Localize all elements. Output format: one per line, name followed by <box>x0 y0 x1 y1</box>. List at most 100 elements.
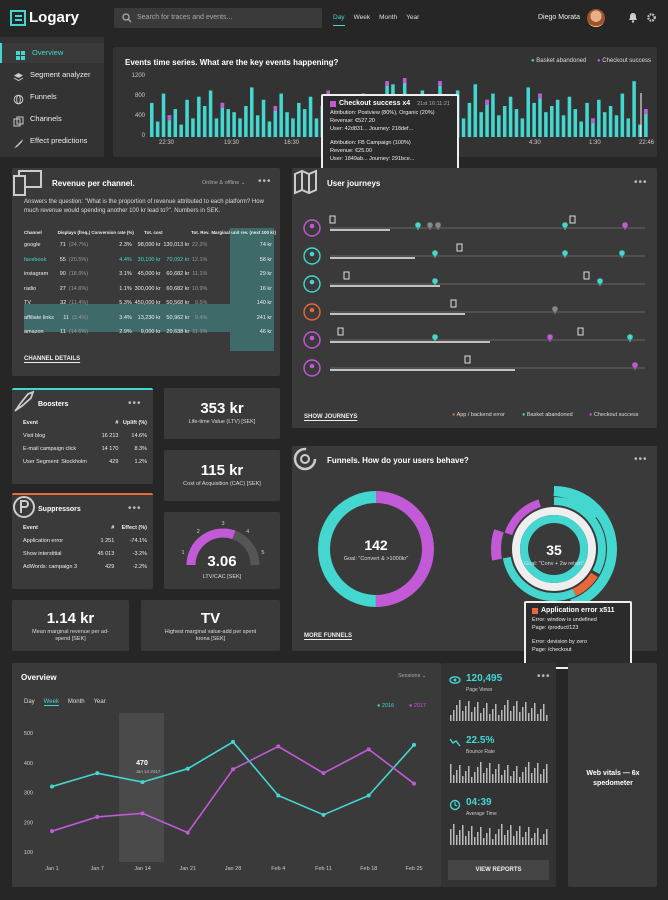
data-point[interactable] <box>366 793 371 798</box>
data-point[interactable] <box>276 744 281 749</box>
event-bar[interactable] <box>644 109 648 137</box>
funnel-right-middle[interactable] <box>502 497 606 601</box>
event-pin-icon[interactable] <box>432 278 438 284</box>
funnel-right-arc[interactable] <box>553 486 603 519</box>
event-bar[interactable] <box>238 118 242 137</box>
series-line-2017[interactable] <box>51 745 415 834</box>
event-bar[interactable] <box>485 99 489 137</box>
journeys-lanes[interactable] <box>300 208 652 383</box>
checkout-marker[interactable] <box>402 78 407 84</box>
event-bar[interactable] <box>308 96 313 137</box>
event-bar[interactable] <box>632 81 636 137</box>
data-point[interactable] <box>50 829 54 834</box>
event-pin-icon[interactable] <box>432 334 438 340</box>
sidebar-item-funnels[interactable]: Funnels <box>0 87 104 107</box>
range-tab-week[interactable]: Week <box>353 14 371 21</box>
event-bar[interactable] <box>608 106 613 137</box>
table-row[interactable]: radio 27 (14.6%) 1.1% 300,000 kr 60,682 kr 10.… <box>24 282 276 297</box>
table-row[interactable]: E-mail campaign click 14 170 8.3% <box>23 443 147 456</box>
event-bar[interactable] <box>567 96 572 137</box>
funnel-right-middle[interactable] <box>502 497 606 601</box>
event-bar[interactable] <box>273 106 278 137</box>
checkout-marker[interactable] <box>220 102 225 108</box>
avatar[interactable] <box>587 9 605 27</box>
event-bar[interactable] <box>602 112 607 137</box>
event-bar[interactable] <box>208 90 213 138</box>
event-bar[interactable] <box>214 118 219 137</box>
event-bar[interactable] <box>508 96 513 137</box>
sidebar-item-effect-predictions[interactable]: Effect predictions <box>0 131 104 151</box>
event-bar[interactable] <box>220 102 225 137</box>
event-bar[interactable] <box>173 109 178 137</box>
event-bar[interactable] <box>573 109 578 137</box>
more-icon[interactable]: ••• <box>128 398 142 409</box>
data-point[interactable] <box>231 767 235 772</box>
funnel-right-core[interactable] <box>520 515 588 583</box>
event-bar[interactable] <box>244 106 248 137</box>
event-bar[interactable] <box>314 118 319 137</box>
table-row[interactable]: amazon 11 (14.6%) 2.9% 9,000 kr 20,638 kr 11.1… <box>24 325 276 340</box>
event-bar[interactable] <box>191 118 195 137</box>
event-bar[interactable] <box>155 121 160 138</box>
event-bar[interactable] <box>185 99 189 137</box>
tab-week[interactable]: Week <box>43 699 59 706</box>
data-point[interactable] <box>321 812 326 817</box>
table-row[interactable]: Show interstitial 45 013 -3.2% <box>23 548 147 561</box>
event-pin-icon[interactable] <box>622 222 628 228</box>
more-icon[interactable]: ••• <box>634 177 648 188</box>
event-bar[interactable] <box>291 118 295 137</box>
event-pin-icon[interactable] <box>597 278 603 284</box>
event-bar[interactable] <box>179 124 183 137</box>
checkout-marker[interactable] <box>538 93 542 99</box>
checkout-marker[interactable] <box>644 109 648 115</box>
event-bar[interactable] <box>491 93 495 137</box>
event-bar[interactable] <box>467 102 472 137</box>
event-bar[interactable] <box>279 93 283 137</box>
checkout-marker[interactable] <box>591 118 595 124</box>
event-bar[interactable] <box>638 124 642 137</box>
data-point[interactable] <box>50 784 54 789</box>
table-row[interactable]: Application error 1 251 -74.1% <box>23 535 147 548</box>
more-icon[interactable]: ••• <box>258 176 272 187</box>
user-name[interactable]: Diego Morata <box>538 14 581 21</box>
event-bar[interactable] <box>267 121 272 138</box>
event-bar[interactable] <box>532 102 536 137</box>
data-point[interactable] <box>140 811 145 816</box>
more-icon[interactable]: ••• <box>128 503 142 514</box>
table-row[interactable]: google 71 (24.7%) 2.3% 98,000 kr 130,013 kr 22… <box>24 238 276 253</box>
data-point[interactable] <box>140 780 145 785</box>
event-bar[interactable] <box>285 112 289 137</box>
event-bar[interactable] <box>538 93 542 137</box>
data-point[interactable] <box>321 771 326 776</box>
event-pin-icon[interactable] <box>632 362 638 368</box>
event-bar[interactable] <box>620 93 625 137</box>
event-pin-icon[interactable] <box>562 222 568 228</box>
event-pin-icon[interactable] <box>627 334 633 340</box>
event-bar[interactable] <box>161 93 166 137</box>
event-bar[interactable] <box>473 84 478 137</box>
event-pin-icon[interactable] <box>415 222 421 228</box>
data-point[interactable] <box>95 814 100 819</box>
funnel-right-outer[interactable] <box>491 486 617 612</box>
data-point[interactable] <box>185 766 190 771</box>
data-point[interactable] <box>276 793 281 798</box>
table-row[interactable]: affiliate links 11 (3.4%) 3.4% 13,230 kr 50,9… <box>24 311 276 326</box>
event-bar[interactable] <box>561 115 566 137</box>
sidebar-item-overview[interactable]: Overview <box>0 43 104 63</box>
checkout-marker[interactable] <box>326 90 330 96</box>
table-row[interactable]: Visit blog 16 213 14.6% <box>23 430 147 443</box>
sidebar-item-segment-analyzer[interactable]: Segment analyzer <box>0 65 104 85</box>
sidebar-item-channels[interactable]: Channels <box>0 109 104 129</box>
checkout-marker[interactable] <box>273 106 278 111</box>
event-bar[interactable] <box>250 87 254 137</box>
show-journeys-link[interactable]: SHOW JOURNEYS <box>304 414 358 420</box>
more-icon[interactable]: ••• <box>537 671 551 682</box>
event-pin-icon[interactable] <box>619 250 625 256</box>
data-point[interactable] <box>95 771 100 776</box>
event-bar[interactable] <box>579 121 583 138</box>
search-input[interactable]: Search for traces and events... <box>137 14 233 21</box>
event-pin-icon[interactable] <box>552 306 558 312</box>
range-tab-month[interactable]: Month <box>379 14 398 21</box>
event-bar[interactable] <box>232 112 236 137</box>
checkout-marker[interactable] <box>485 99 489 105</box>
